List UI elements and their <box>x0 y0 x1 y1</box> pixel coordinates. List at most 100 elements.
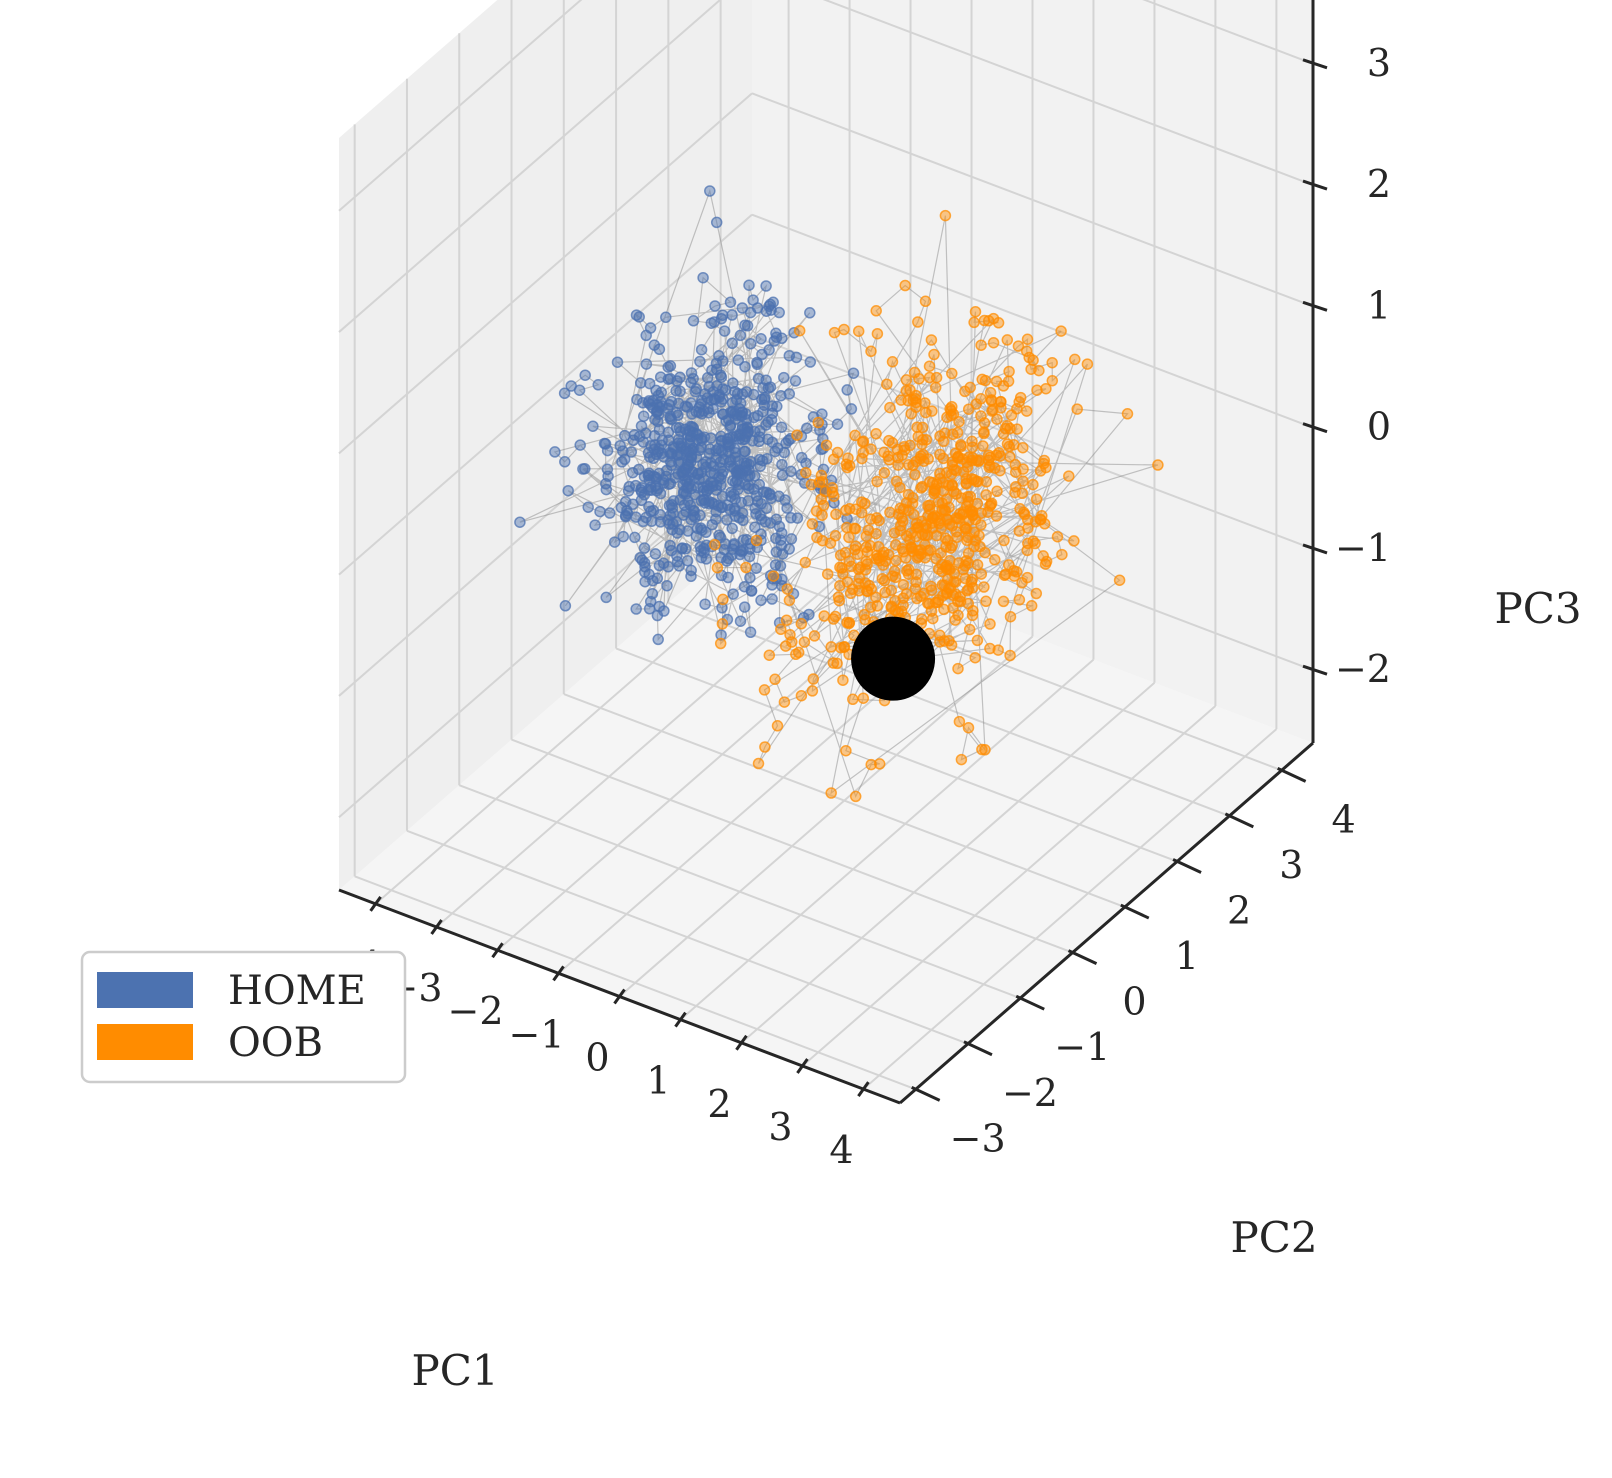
x-tick-mark <box>430 919 443 935</box>
oob-data-point <box>952 609 964 621</box>
oob-data-point <box>894 519 907 532</box>
oob-data-point <box>865 758 877 771</box>
home-data-point <box>636 554 648 567</box>
home-data-point <box>726 309 738 321</box>
oob-data-point <box>909 393 922 405</box>
oob-data-point <box>961 461 974 473</box>
oob-data-point <box>843 531 855 544</box>
oob-data-point <box>948 576 960 588</box>
oob-data-point <box>978 581 990 593</box>
grid-line-z-back <box>822 0 1314 186</box>
home-data-point <box>640 329 652 342</box>
oob-data-point <box>944 403 956 415</box>
oob-data-point <box>806 685 819 697</box>
x-tick-mark <box>491 942 504 959</box>
home-data-point <box>559 456 571 468</box>
z-tick-label: 2 <box>1367 162 1391 206</box>
home-data-point <box>677 487 690 500</box>
oob-data-point <box>892 459 904 471</box>
home-data-point <box>795 451 808 464</box>
home-data-point <box>705 476 717 489</box>
oob-data-point <box>860 530 873 542</box>
oob-data-point <box>829 610 842 623</box>
oob-data-point <box>873 514 885 527</box>
home-data-point <box>741 320 754 332</box>
black-marker-point <box>851 616 936 701</box>
home-data-point <box>785 533 798 545</box>
home-data-point <box>722 571 734 584</box>
legend: HOME OOB <box>80 950 407 1084</box>
home-data-point <box>558 387 571 400</box>
home-data-point <box>847 367 860 379</box>
oob-data-point <box>1005 409 1018 421</box>
oob-data-point <box>955 753 968 766</box>
oob-data-point <box>961 585 973 597</box>
home-data-point <box>679 542 692 555</box>
home-data-point <box>770 327 782 340</box>
oob-data-point <box>853 572 866 584</box>
oob-data-point <box>838 640 851 653</box>
home-data-point <box>643 568 655 581</box>
oob-data-point <box>916 613 928 625</box>
home-data-point <box>667 495 680 507</box>
home-data-point <box>754 509 766 522</box>
oob-data-point <box>828 326 841 339</box>
oob-data-point <box>862 524 875 536</box>
oob-data-point <box>899 279 911 292</box>
oob-data-point <box>923 360 936 372</box>
home-data-point <box>771 442 784 454</box>
home-data-point <box>743 458 755 471</box>
oob-data-point <box>795 618 808 630</box>
home-data-point <box>831 418 844 430</box>
oob-data-point <box>923 371 936 384</box>
home-data-point <box>664 360 677 372</box>
x-tick-mark <box>857 1081 870 1097</box>
home-data-point <box>698 431 711 443</box>
home-data-point <box>616 456 628 468</box>
oob-data-point <box>870 305 882 317</box>
oob-data-point <box>916 421 929 434</box>
home-data-point <box>745 584 758 597</box>
home-data-point <box>594 505 606 518</box>
x-tick-mark <box>735 1034 748 1051</box>
home-data-point <box>664 509 677 522</box>
home-data-point <box>657 557 670 570</box>
home-data-point <box>717 355 729 367</box>
x-tick-label: 0 <box>585 1036 609 1080</box>
oob-data-point <box>1046 374 1059 387</box>
home-data-point <box>660 464 673 477</box>
oob-data-point <box>811 531 823 544</box>
home-data-point <box>631 393 643 406</box>
oob-data-point <box>940 467 953 479</box>
oob-data-point <box>844 587 857 600</box>
home-data-point <box>685 376 697 389</box>
oob-data-point <box>1020 405 1033 417</box>
oob-data-point <box>775 623 787 636</box>
home-data-point <box>592 379 604 391</box>
home-data-point <box>611 356 624 368</box>
oob-data-point <box>899 444 911 456</box>
grid-line-z-back <box>751 213 1314 429</box>
oob-data-point <box>928 484 940 497</box>
oob-data-point <box>1025 363 1037 375</box>
oob-data-point <box>998 534 1010 547</box>
oob-data-point <box>890 475 903 488</box>
oob-data-point <box>879 586 891 599</box>
home-data-point <box>623 480 636 493</box>
oob-data-point <box>786 636 798 648</box>
x-tick-mark <box>674 1011 687 1028</box>
oob-data-point <box>1051 530 1064 543</box>
oob-data-point <box>919 295 932 308</box>
oob-data-point <box>984 459 996 472</box>
oob-data-point <box>966 573 979 586</box>
oob-data-point <box>842 452 854 464</box>
home-data-point <box>654 516 667 528</box>
oob-data-point <box>1020 345 1033 357</box>
grid-line-y-floor <box>406 829 969 1045</box>
oob-data-point <box>955 492 968 504</box>
y-tick-label: 3 <box>1279 843 1303 887</box>
oob-data-point <box>778 696 791 708</box>
oob-data-point <box>849 429 861 442</box>
home-data-point <box>740 534 753 546</box>
